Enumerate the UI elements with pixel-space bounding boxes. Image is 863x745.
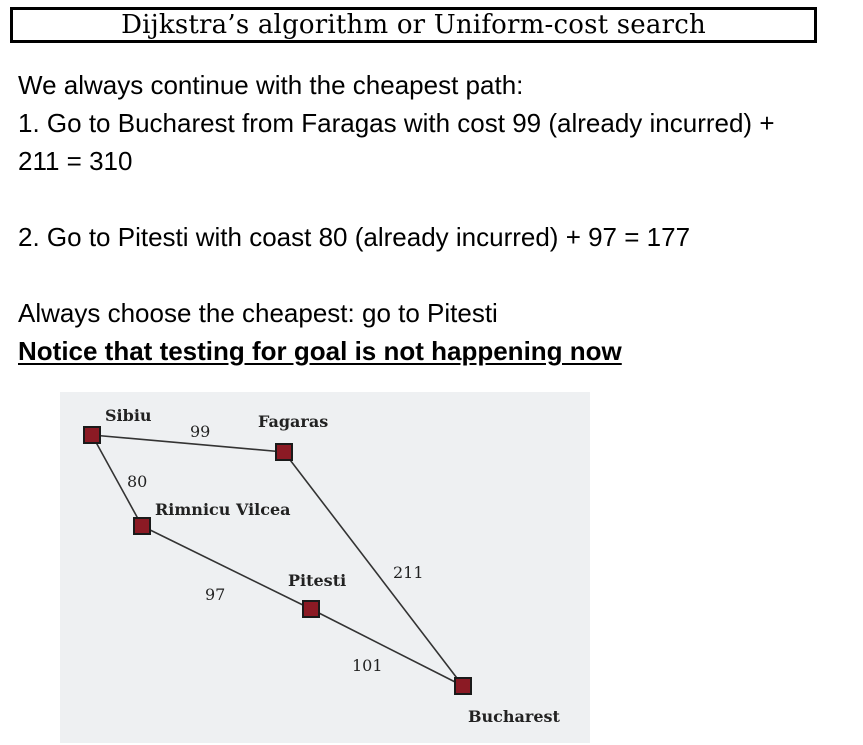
node-pitesti <box>302 600 320 618</box>
cost-rimnicu-pitesti: 97 <box>205 585 225 604</box>
intro-line: We always continue with the cheapest pat… <box>18 70 524 100</box>
slide-title: Dijkstra’s algorithm or Uniform-cost sea… <box>121 10 706 40</box>
cost-sibiu-rimnicu: 80 <box>127 472 147 491</box>
option-1-continuation: 211 = 310 <box>18 146 133 176</box>
node-rimnicu-vilcea <box>133 517 151 535</box>
label-rimnicu-vilcea: Rimnicu Vilcea <box>155 500 291 519</box>
option-1-line: 1. Go to Bucharest from Faragas with cos… <box>18 108 775 138</box>
spacer <box>18 180 858 218</box>
notice-line: Notice that testing for goal is not happ… <box>18 336 622 366</box>
conclusion-line: Always choose the cheapest: go to Pitest… <box>18 298 498 328</box>
edge-pitesti-bucharest <box>310 608 464 687</box>
label-sibiu: Sibiu <box>105 406 152 425</box>
option-2-line: 2. Go to Pitesti with coast 80 (already … <box>18 222 691 252</box>
label-pitesti: Pitesti <box>288 571 346 590</box>
cost-pitesti-bucharest: 101 <box>352 656 383 675</box>
node-bucharest <box>454 677 472 695</box>
label-bucharest: Bucharest <box>468 707 561 726</box>
node-sibiu <box>83 426 101 444</box>
edge-rimnicu-pitesti <box>141 525 312 610</box>
edge-fagaras-bucharest <box>283 451 464 687</box>
graph-svg: Sibiu Fagaras Rimnicu Vilcea Pitesti Buc… <box>83 406 561 726</box>
title-box: Dijkstra’s algorithm or Uniform-cost sea… <box>10 7 817 43</box>
slide-body: We always continue with the cheapest pat… <box>18 66 858 370</box>
spacer <box>18 256 858 294</box>
label-fagaras: Fagaras <box>258 412 328 431</box>
cost-fagaras-bucharest: 211 <box>393 563 424 582</box>
romania-map-fragment: Sibiu Fagaras Rimnicu Vilcea Pitesti Buc… <box>60 392 590 743</box>
edge-sibiu-fagaras <box>91 434 285 453</box>
node-fagaras <box>275 443 293 461</box>
edge-sibiu-rimnicu <box>91 434 143 527</box>
cost-sibiu-fagaras: 99 <box>190 422 210 441</box>
